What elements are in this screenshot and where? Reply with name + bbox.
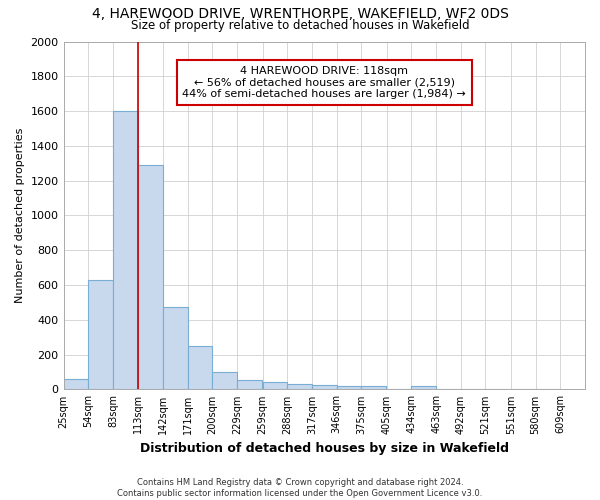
Bar xyxy=(212,372,237,390)
Text: 4, HAREWOOD DRIVE, WRENTHORPE, WAKEFIELD, WF2 0DS: 4, HAREWOOD DRIVE, WRENTHORPE, WAKEFIELD… xyxy=(92,8,508,22)
Bar xyxy=(139,165,163,390)
X-axis label: Distribution of detached houses by size in Wakefield: Distribution of detached houses by size … xyxy=(140,442,509,455)
Bar xyxy=(361,386,386,390)
Text: Contains HM Land Registry data © Crown copyright and database right 2024.
Contai: Contains HM Land Registry data © Crown c… xyxy=(118,478,482,498)
Bar xyxy=(337,386,361,390)
Bar xyxy=(188,346,212,390)
Bar xyxy=(263,382,287,390)
Bar xyxy=(113,111,137,390)
Bar xyxy=(312,385,337,390)
Bar xyxy=(64,379,88,390)
Text: Size of property relative to detached houses in Wakefield: Size of property relative to detached ho… xyxy=(131,19,469,32)
Bar xyxy=(412,386,436,390)
Y-axis label: Number of detached properties: Number of detached properties xyxy=(15,128,25,303)
Bar xyxy=(163,307,188,390)
Bar xyxy=(287,384,312,390)
Bar xyxy=(88,280,113,390)
Text: 4 HAREWOOD DRIVE: 118sqm
← 56% of detached houses are smaller (2,519)
44% of sem: 4 HAREWOOD DRIVE: 118sqm ← 56% of detach… xyxy=(182,66,466,99)
Bar xyxy=(237,380,262,390)
